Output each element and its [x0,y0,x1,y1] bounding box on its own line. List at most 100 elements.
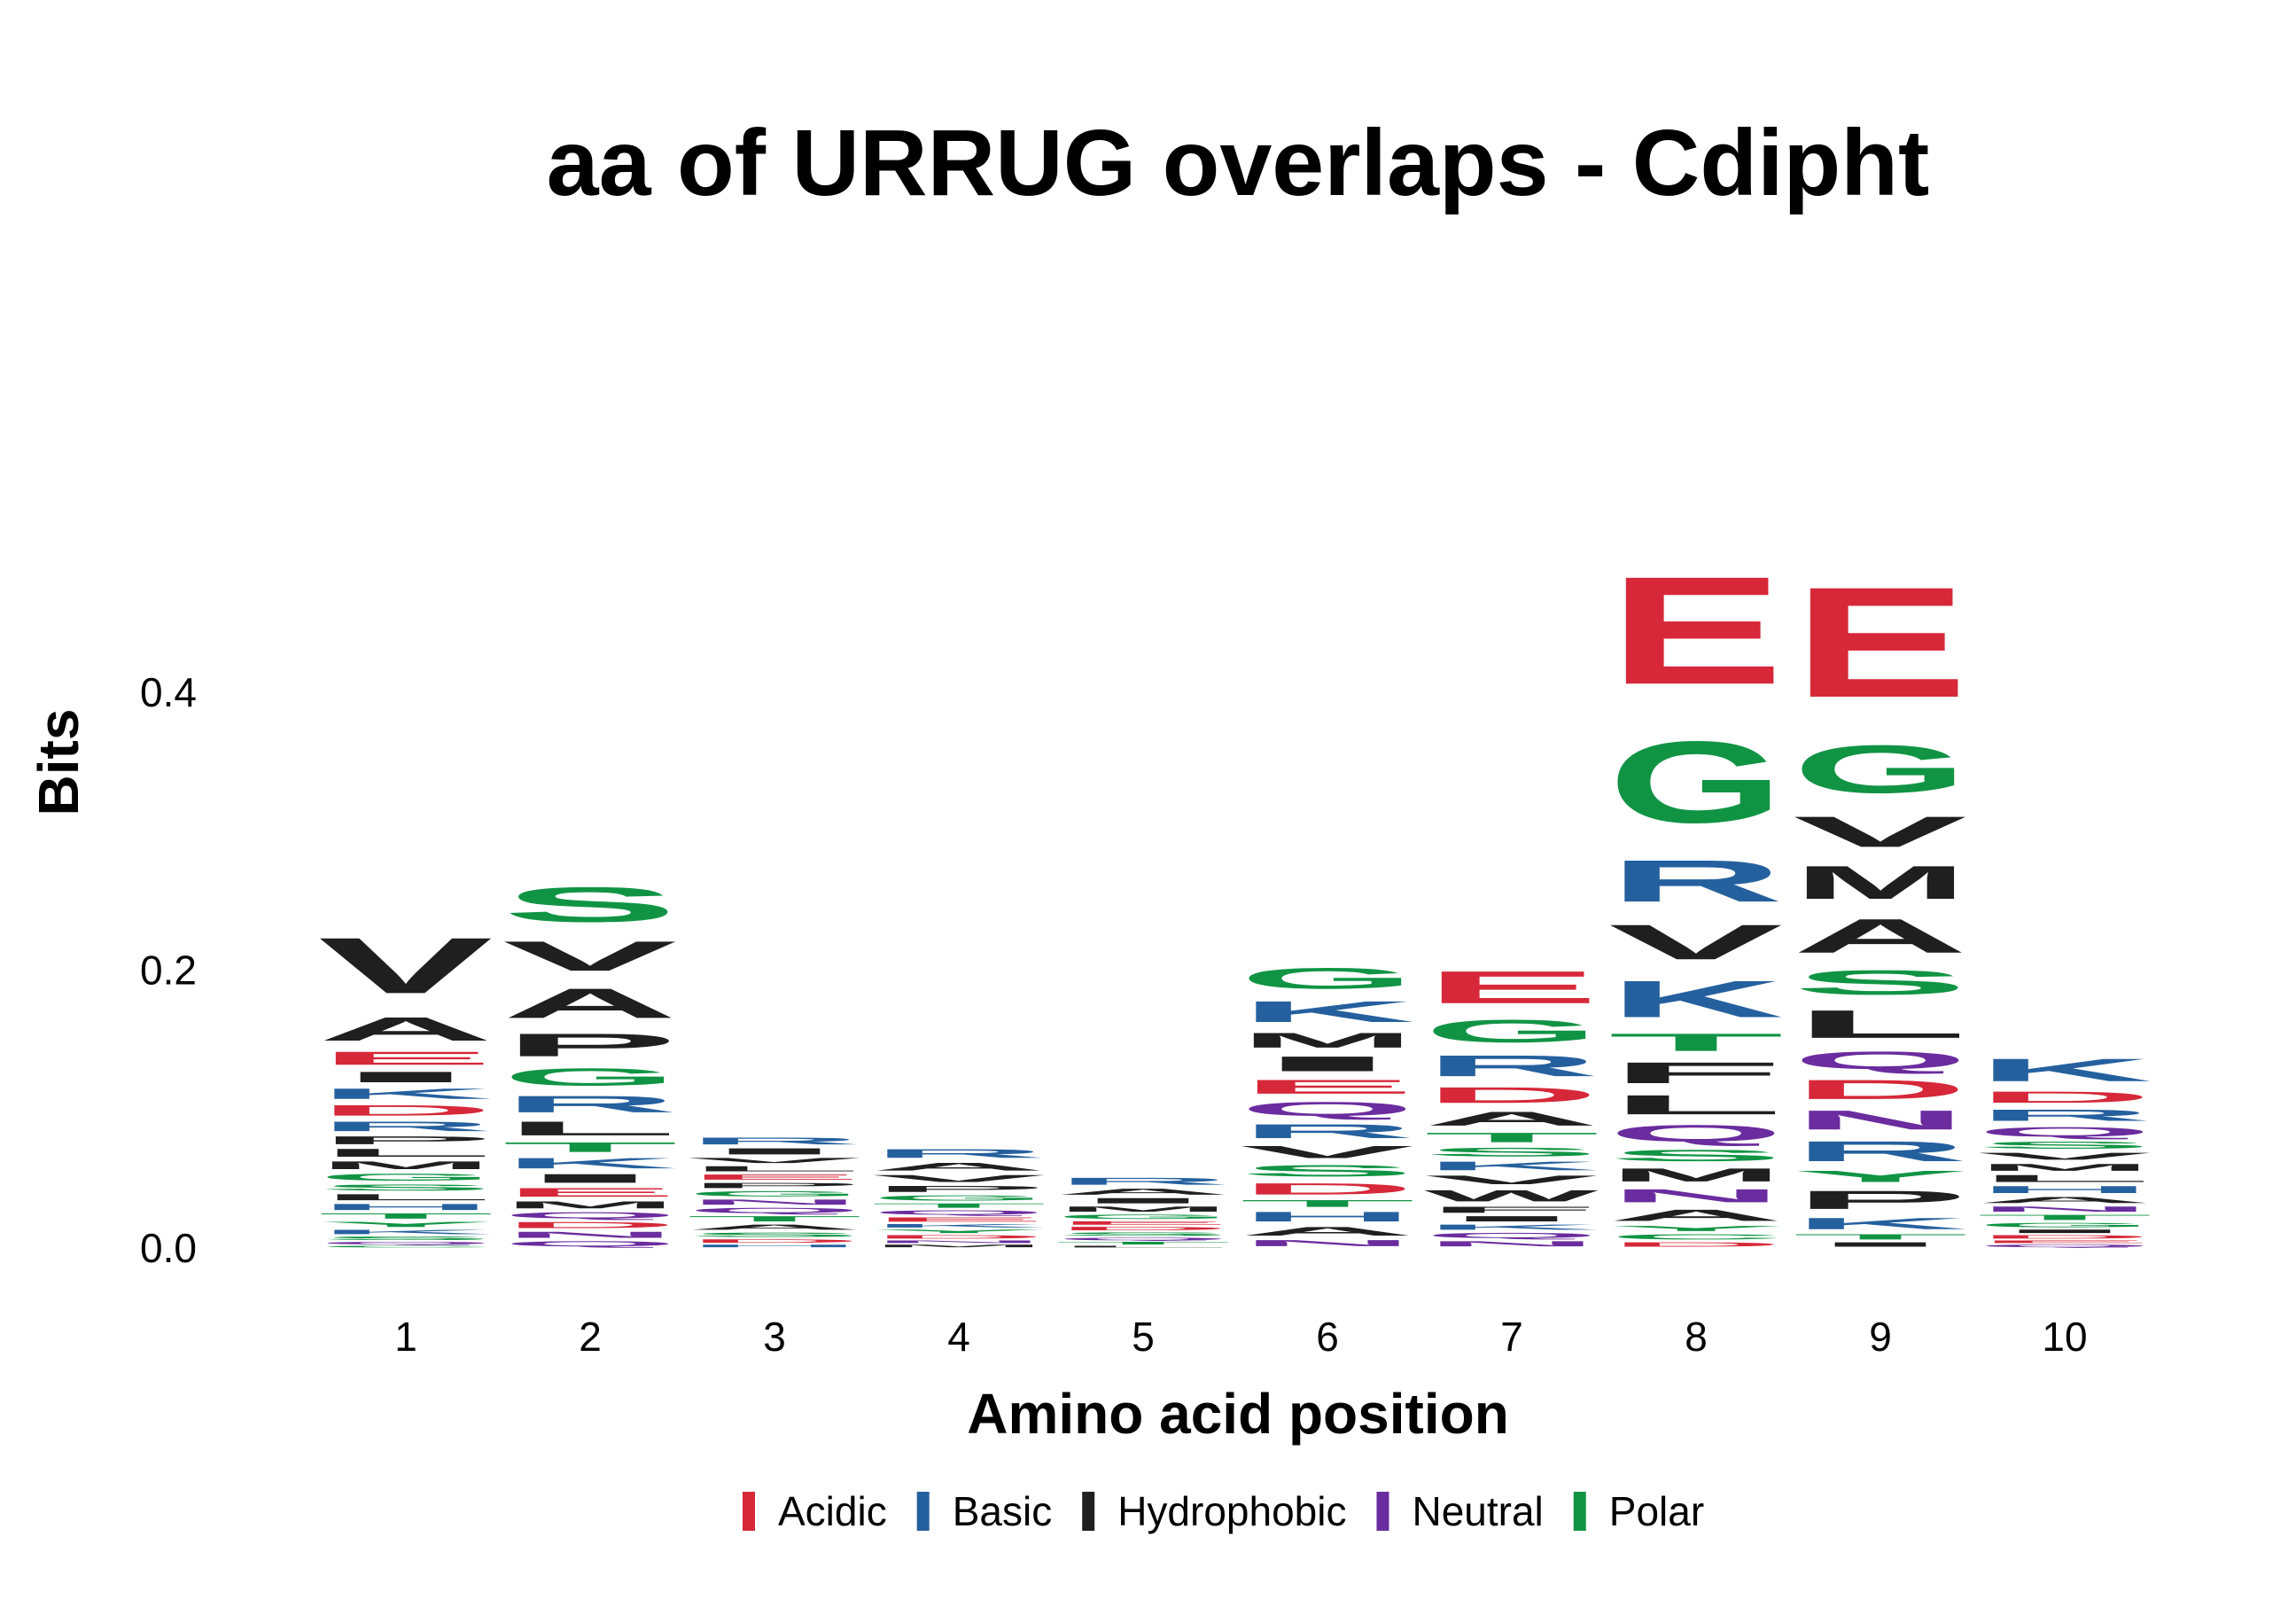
residue-glyph-R: R [1608,848,1784,915]
residue-glyph-K: K [1424,1223,1599,1231]
residue-glyph-P: P [502,1027,678,1064]
residue-glyph-H: H [1977,1184,2152,1196]
legend-swatch-hydrophobic [1082,1492,1095,1531]
residue-glyph-Q: Q [1424,1231,1599,1239]
residue-glyph-Q: Q [1608,1120,1784,1147]
residue-glyph-E: E [1240,1076,1415,1098]
residue-glyph-G: G [871,1194,1047,1202]
residue-glyph-G: G [502,1064,678,1091]
residue-glyph-H: H [687,1244,862,1248]
residue-glyph-S: S [1424,1145,1599,1159]
residue-glyph-A: A [1424,1108,1599,1130]
legend-label-acidic: Acidic [778,1488,887,1534]
residue-glyph-Q: Q [1977,1125,2152,1140]
residue-glyph-A: A [1240,1224,1415,1238]
residue-glyph-P: P [871,1184,1047,1194]
residue-glyph-L: L [1055,1245,1231,1248]
residue-glyph-L: L [687,1165,862,1173]
residue-glyph-I: I [502,1172,678,1186]
y-axis-label: Bits [27,709,90,816]
residue-glyph-G: G [1977,1221,2152,1228]
residue-glyph-T: T [871,1202,1047,1209]
legend-label-polar: Polar [1609,1488,1704,1534]
residue-glyph-E: E [502,1185,678,1199]
residue-glyph-T: T [687,1214,862,1222]
residue-glyph-E: E [687,1173,862,1181]
x-tick-label: 3 [763,1314,786,1360]
residue-glyph-S: S [318,1236,494,1241]
residue-glyph-K: K [1793,1214,1968,1232]
residue-glyph-G: G [687,1190,862,1197]
residue-glyph-A: A [318,1010,494,1048]
residue-glyph-K: K [1608,971,1784,1028]
residue-glyph-Q: Q [1055,1236,1231,1241]
residue-glyph-V: V [1977,1150,2152,1161]
residue-glyph-M: M [502,1199,678,1211]
residue-glyph-M: M [1977,1162,2152,1174]
residue-glyph-A: A [687,1223,862,1231]
legend-swatch-neutral [1376,1492,1389,1531]
residue-glyph-G: G [1793,731,1968,807]
residue-glyph-S: S [1055,1231,1231,1236]
residue-glyph-Q: Q [1240,1098,1415,1120]
residue-glyph-P: P [318,1134,494,1146]
residue-glyph-E: E [1793,554,1968,729]
residue-glyph-W: W [1424,1187,1599,1205]
residue-glyph-L: L [318,1147,494,1159]
residue-glyph-N: N [1240,1238,1415,1248]
residue-glyph-N: N [871,1240,1047,1244]
residue-glyph-N: N [502,1230,678,1240]
residue-glyph-Y: Y [318,1221,494,1228]
residue-glyph-T: T [502,1140,678,1155]
residue-glyph-G: G [1240,962,1415,994]
residue-glyph-K: K [318,1086,494,1103]
residue-glyph-E: E [871,1216,1047,1223]
residue-glyph-E: E [318,1048,494,1068]
residue-glyph-S: S [318,1182,494,1192]
residue-glyph-R: R [318,1119,494,1134]
residue-glyph-L: L [502,1118,678,1140]
x-tick-label: 2 [579,1314,602,1360]
residue-glyph-P: P [1793,1185,1968,1214]
residue-glyph-R: R [1055,1175,1231,1187]
residue-glyph-T: T [1793,1233,1968,1241]
residue-glyph-V: V [1424,1173,1599,1187]
residue-glyph-E: E [1977,1240,2152,1244]
residue-glyph-I: I [687,1147,862,1157]
residue-glyph-H: H [1240,1209,1415,1224]
y-tick-label: 0.0 [140,1225,197,1271]
residue-glyph-D: D [1793,1074,1968,1104]
residue-glyph-N: N [1424,1240,1599,1248]
residue-glyph-K: K [1424,1159,1599,1174]
residue-glyph-S: S [1977,1140,2152,1151]
residue-glyph-D: D [1977,1088,2152,1106]
residue-glyph-D: D [502,1221,678,1230]
residue-glyph-D: D [1240,1180,1415,1197]
residue-glyph-S: S [1608,1147,1784,1165]
residue-glyph-K: K [318,1228,494,1236]
residue-glyph-C: C [1608,1233,1784,1241]
residue-glyph-Q: Q [1977,1244,2152,1248]
x-tick-label: 9 [1869,1314,1892,1360]
residue-glyph-N: N [1608,1185,1784,1205]
x-tick-label: 4 [947,1314,970,1360]
residue-glyph-A: A [1977,1195,2152,1205]
residue-glyph-S: S [502,878,678,932]
logo-stacks: CQSKYTHLSGMLPRDKIEAVQNDQMEIKTLRGPAVSHDSA… [318,544,2152,1248]
x-tick-label: 7 [1500,1314,1523,1360]
residue-glyph-T: T [1240,1198,1415,1210]
residue-glyph-S: S [687,1231,862,1238]
residue-glyph-F: F [1424,1205,1599,1214]
residue-glyph-V: V [1240,1143,1414,1162]
residue-glyph-I: I [1055,1197,1231,1205]
y-axis-ticks: 0.0 0.2 0.4 [140,669,197,1271]
x-tick-label: 8 [1685,1314,1708,1360]
residue-glyph-Y: Y [871,1228,1047,1234]
residue-glyph-L: L [318,1192,494,1202]
residue-glyph-V: V [1793,807,1967,856]
residue-glyph-M: M [1608,1165,1784,1186]
x-tick-label: 10 [2042,1314,2087,1360]
residue-glyph-N: N [687,1198,862,1206]
residue-glyph-Q: Q [502,1211,678,1221]
